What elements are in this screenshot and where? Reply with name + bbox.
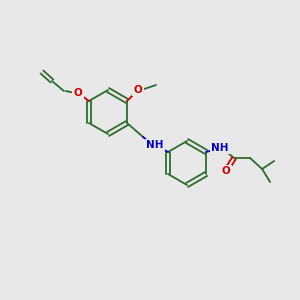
Text: O: O xyxy=(222,166,230,176)
Text: O: O xyxy=(74,88,82,98)
Text: NH: NH xyxy=(212,143,229,153)
Text: NH: NH xyxy=(146,140,164,150)
Text: O: O xyxy=(134,85,142,95)
